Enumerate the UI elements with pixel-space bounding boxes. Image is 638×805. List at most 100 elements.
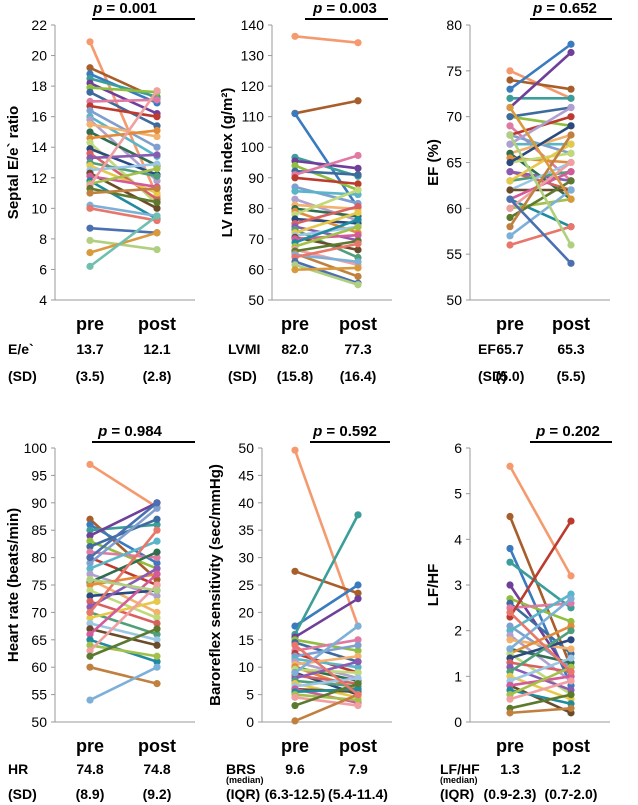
post-point — [567, 645, 575, 653]
x-label-post: post — [552, 736, 590, 756]
pre-point — [506, 195, 514, 203]
post-point — [153, 641, 161, 649]
post-point — [567, 627, 575, 635]
p-value-label: p = 0.984 — [97, 423, 162, 440]
post-point — [567, 186, 575, 194]
y-tick-label: 75 — [446, 63, 462, 79]
stat-post-value: (5.5) — [557, 368, 586, 384]
post-point — [567, 48, 575, 57]
pair-line — [89, 153, 158, 160]
pre-point — [506, 544, 514, 553]
post-point — [153, 204, 161, 212]
pre-point — [86, 537, 94, 545]
pair-line — [89, 239, 158, 251]
pre-point — [86, 636, 94, 644]
pair-line — [89, 214, 158, 268]
post-point — [354, 622, 362, 630]
post-point — [153, 172, 161, 180]
x-label-post: post — [339, 736, 377, 756]
stat-pre-value: 82.0 — [281, 341, 308, 357]
pair-line — [509, 597, 572, 650]
pair-line — [509, 602, 572, 655]
pair-line — [509, 666, 572, 696]
post-point — [153, 559, 161, 567]
y-tick-label: 55 — [31, 687, 47, 703]
post-point — [354, 186, 362, 194]
y-tick-label: 70 — [446, 109, 462, 125]
post-point — [153, 575, 161, 584]
y-tick-label: 22 — [31, 17, 47, 33]
post-point — [567, 195, 575, 203]
pre-point — [291, 32, 299, 40]
pair-line — [508, 106, 573, 200]
pre-point — [506, 122, 514, 130]
x-label-pre: pre — [496, 736, 524, 756]
pre-point — [291, 567, 299, 575]
y-tick-label: 20 — [31, 48, 47, 64]
post-point — [153, 132, 161, 141]
pair-line — [89, 665, 158, 685]
post-point — [354, 209, 362, 217]
post-point — [354, 97, 362, 105]
y-tick-label: 60 — [248, 261, 264, 277]
y-tick-label: 120 — [241, 78, 265, 94]
pre-point — [291, 669, 299, 677]
pair-line — [509, 106, 572, 118]
y-tick-label: 100 — [24, 440, 48, 456]
stat-pre-value: (5.0) — [496, 368, 525, 384]
y-tick-label: 10 — [238, 659, 254, 675]
stat-pre-value: (3.5) — [76, 368, 105, 384]
panel-brs: p = 0.592 0 5 10 15 20 25 30 35 40 45 50 Baroreflex … — [207, 423, 392, 802]
post-point — [567, 677, 575, 685]
pre-point — [506, 232, 514, 240]
pair-line — [88, 89, 159, 187]
pre-point — [86, 592, 94, 600]
pair-line — [509, 188, 572, 237]
y-tick-label: 2 — [454, 623, 462, 639]
post-point — [354, 223, 362, 231]
pair-line — [89, 518, 158, 548]
pair-line — [89, 226, 158, 235]
post-point — [153, 96, 161, 104]
stat-pre-value: 65.7 — [496, 341, 523, 357]
p-value-label: p = 0.001 — [92, 0, 157, 17]
post-point — [354, 258, 362, 266]
stat-pre-value: 13.7 — [76, 341, 103, 357]
stat-post-value: 74.8 — [143, 761, 170, 777]
x-label-pre: pre — [281, 314, 309, 334]
y-tick-label: 15 — [238, 632, 254, 648]
y-tick-label: 50 — [238, 440, 254, 456]
pair-line — [89, 600, 158, 620]
post-point — [153, 499, 161, 507]
y-tick-label: 45 — [238, 467, 254, 483]
y-tick-label: 55 — [446, 246, 462, 262]
post-point — [354, 281, 362, 289]
pre-point — [506, 85, 514, 93]
stat-post-value: 77.3 — [344, 341, 371, 357]
pair-line — [509, 106, 572, 146]
stat-sublabel: (median) — [226, 775, 264, 785]
post-point — [354, 164, 362, 172]
pair-line — [509, 665, 572, 692]
pre-point — [291, 717, 299, 725]
pair-line — [294, 570, 359, 595]
pair-line — [89, 584, 158, 652]
post-point — [354, 680, 362, 688]
post-point — [567, 572, 575, 580]
pair-line — [294, 239, 359, 253]
pair-line — [294, 687, 359, 694]
pair-line — [509, 115, 572, 128]
p-value-label: p = 0.202 — [535, 423, 600, 440]
stat-label: (SD) — [8, 786, 37, 802]
post-point — [567, 40, 575, 48]
stat-post-value: 12.1 — [143, 341, 170, 357]
y-tick-label: 16 — [31, 109, 47, 125]
pre-point — [86, 224, 94, 232]
stat-sublabel: (median) — [440, 775, 478, 785]
y-tick-label: 5 — [246, 687, 254, 703]
y-tick-label: 18 — [31, 78, 47, 94]
post-point — [354, 240, 362, 248]
post-point — [354, 39, 362, 47]
pre-point — [86, 641, 94, 649]
pair-line — [89, 91, 158, 127]
